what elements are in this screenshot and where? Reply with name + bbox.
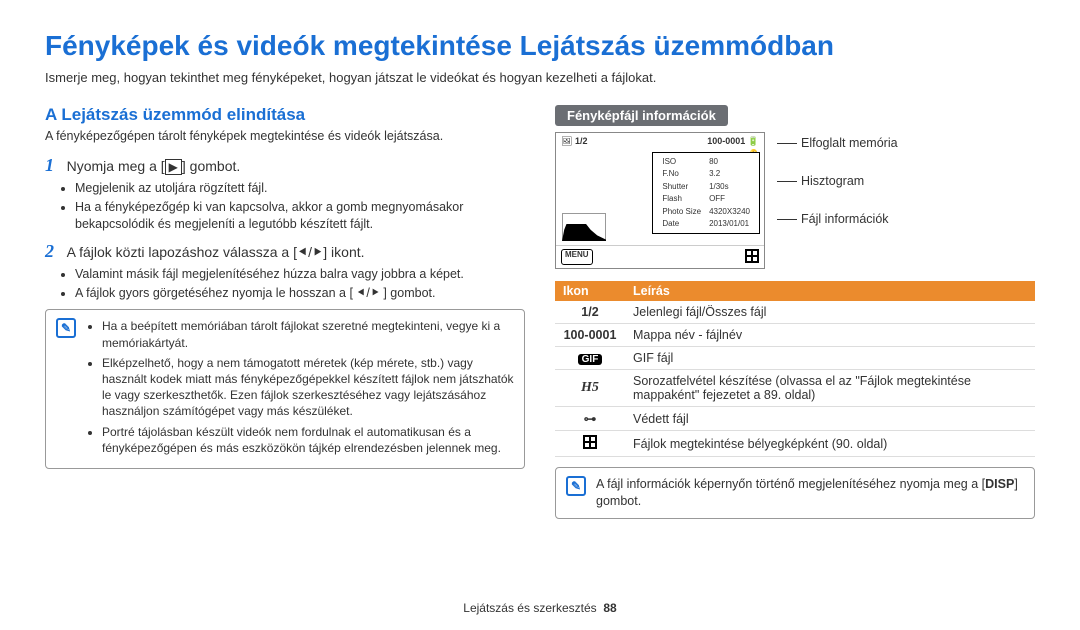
desc-cell: Védett fájl (625, 407, 1035, 431)
note-box-2: ✎ A fájl információk képernyőn történő m… (555, 467, 1035, 519)
info-tab: Fényképfájl információk (555, 105, 728, 126)
step-1-text-a: Nyomja meg a [ (67, 158, 165, 174)
note-item: Ha a beépített memóriában tárolt fájloka… (102, 318, 514, 350)
step-1: 1 Nyomja meg a [▶] gombot. (45, 155, 525, 176)
step-2-text-b: ] ikont. (323, 244, 364, 260)
right-column: Fényképfájl információk 🖼 1/2 100-0001 🔋… (555, 105, 1035, 519)
note-icon: ✎ (56, 318, 76, 338)
th-icon: Ikon (555, 281, 625, 301)
label-histogram: Hisztogram (777, 174, 898, 188)
desc-cell: Sorozatfelvétel készítése (olvassa el az… (625, 370, 1035, 407)
bullet: Megjelenik az utoljára rögzített fájl. (75, 180, 525, 197)
label-fileinfo: Fájl információk (777, 212, 898, 226)
table-row: GIF GIF fájl (555, 347, 1035, 370)
bullet: A fájlok gyors görgetéséhez nyomja le ho… (75, 285, 525, 302)
step-1-bullets: Megjelenik az utoljára rögzített fájl. H… (75, 180, 525, 233)
table-row: 100-0001 Mappa név - fájlnév (555, 324, 1035, 347)
bullet: Ha a fényképezőgép ki van kapcsolva, akk… (75, 199, 525, 233)
table-row: H5 Sorozatfelvétel készítése (olvassa el… (555, 370, 1035, 407)
icon-cell: 1/2 (555, 301, 625, 324)
icon-table: Ikon Leírás 1/2 Jelenlegi fájl/Összes fá… (555, 281, 1035, 457)
screen-counter: 1/2 (575, 136, 588, 146)
menu-button: MENU (561, 249, 593, 265)
desc-cell: Jelenlegi fájl/Összes fájl (625, 301, 1035, 324)
th-desc: Leírás (625, 281, 1035, 301)
screen-fileid: 100-0001 (707, 136, 745, 146)
camera-screen: 🖼 1/2 100-0001 🔋 🔑 ISO80 F.No3.2 Shutter… (555, 132, 765, 269)
left-column: A Lejátszás üzemmód elindítása A fénykép… (45, 105, 525, 519)
table-row: 1/2 Jelenlegi fájl/Összes fájl (555, 301, 1035, 324)
note-item: Elképzelhető, hogy a nem támogatott mére… (102, 355, 514, 420)
step-1-num: 1 (45, 155, 63, 176)
desc-cell: Mappa név - fájlnév (625, 324, 1035, 347)
step-2: 2 A fájlok közti lapozáshoz válassza a [… (45, 241, 525, 262)
note-icon: ✎ (566, 476, 586, 496)
table-row: ⊶ Védett fájl (555, 407, 1035, 431)
thumb-grid-icon (745, 249, 759, 265)
play-icon: ▶ (165, 159, 182, 175)
note-box: ✎ Ha a beépített memóriában tárolt fájlo… (45, 309, 525, 469)
icon-cell: ⊶ (555, 407, 625, 431)
desc-cell: Fájlok megtekintése bélyegképként (90. o… (625, 431, 1035, 457)
icon-cell: H5 (555, 370, 625, 407)
step-1-text-b: ] gombot. (182, 158, 240, 174)
label-memory: Elfoglalt memória (777, 136, 898, 150)
section-heading: A Lejátszás üzemmód elindítása (45, 105, 525, 125)
nav-icon: ⯇/⯈ (297, 244, 323, 260)
icon-cell: 100-0001 (555, 324, 625, 347)
page-title: Fényképek és videók megtekintése Lejátsz… (45, 30, 1035, 62)
table-row: Fájlok megtekintése bélyegképként (90. o… (555, 431, 1035, 457)
section-desc: A fényképezőgépen tárolt fényképek megte… (45, 129, 525, 143)
step-2-num: 2 (45, 241, 63, 262)
page-footer: Lejátszás és szerkesztés 88 (0, 601, 1080, 615)
note-item: Portré tájolásban készült videók nem for… (102, 424, 514, 456)
icon-cell: GIF (555, 347, 625, 370)
step-2-bullets: Valamint másik fájl megjelenítéséhez húz… (75, 266, 525, 302)
bullet: Valamint másik fájl megjelenítéséhez húz… (75, 266, 525, 283)
info-panel: ISO80 F.No3.2 Shutter1/30s FlashOFF Phot… (652, 152, 760, 234)
page-subtitle: Ismerje meg, hogyan tekinthet meg fényké… (45, 70, 1035, 85)
step-2-text-a: A fájlok közti lapozáshoz válassza a [ (67, 244, 297, 260)
icon-cell (555, 431, 625, 457)
desc-cell: GIF fájl (625, 347, 1035, 370)
